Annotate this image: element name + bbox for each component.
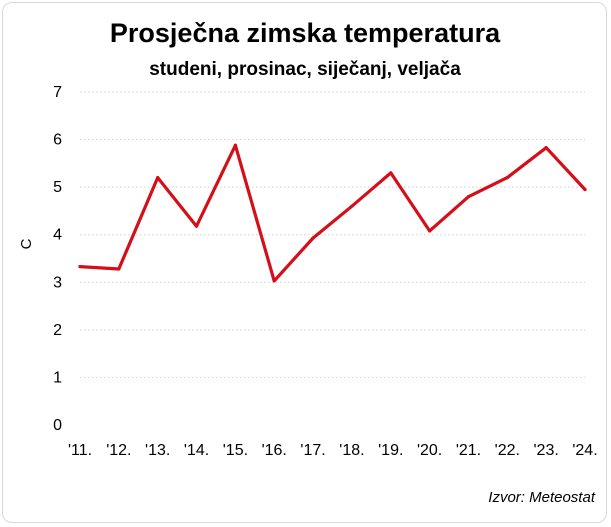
x-tick-label-3: '13. [145,442,170,459]
y-axis-label: C [18,238,35,249]
data-point-14 [194,224,199,228]
data-point-24 [583,187,587,192]
chart-frame [2,2,607,523]
x-tick-label-6: '16. [262,442,287,459]
y-tick-label-1: 1 [53,369,62,386]
data-point-22 [505,176,509,180]
x-tick-label-8: '18. [339,442,364,459]
y-tick-label-5: 5 [53,179,62,196]
y-tick-label-7: 7 [53,84,62,101]
data-point-20 [428,229,432,233]
x-tick-label-10: '20. [417,442,442,459]
series [78,143,587,283]
y-tick-label-3: 3 [53,274,62,291]
x-tick-label-4: '14. [184,442,209,459]
series-line-1 [78,143,587,283]
y-tick-label-0: 0 [53,417,62,434]
x-tick-label-11: '21. [456,442,481,459]
data-point-21 [466,195,471,199]
grid [80,91,585,378]
data-point-15 [233,143,237,147]
x-tick-label-1: '11. [68,442,92,459]
x-axis-ticks: '11. '12. '13. '14. '15. '16. '17. '18. '19. '20.… [68,442,598,459]
x-tick-label-9: '19. [378,442,403,459]
data-point-12 [117,267,121,271]
data-point-11 [78,264,82,269]
data-point-13 [156,176,160,180]
source-note: Izvor: Meteostat [488,489,596,506]
x-tick-label-12: '22. [495,442,520,459]
x-tick-label-2: '12. [106,442,131,459]
y-axis-ticks: 0 1 2 3 4 5 6 7 [53,84,62,434]
x-tick-label-7: '17. [300,442,325,459]
x-tick-label-14: '24. [572,442,597,459]
y-tick-label-4: 4 [53,227,62,244]
chart-title: Prosječna zimska temperatura [110,18,501,48]
x-tick-label-13: '23. [534,442,559,459]
data-point-17 [311,236,315,240]
data-point-18 [350,204,354,208]
y-tick-label-6: 6 [53,132,62,149]
chart-subtitle: studeni, prosinac, siječanj, veljača [149,59,461,80]
x-tick-label-5: '15. [223,442,248,459]
data-point-19 [389,171,393,175]
data-point-16 [272,279,276,283]
y-tick-label-2: 2 [53,322,62,339]
data-point-23 [544,146,548,150]
